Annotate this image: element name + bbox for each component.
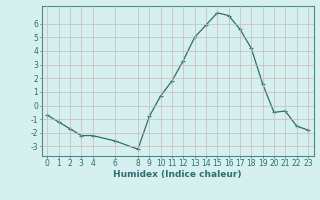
X-axis label: Humidex (Indice chaleur): Humidex (Indice chaleur) — [113, 170, 242, 179]
